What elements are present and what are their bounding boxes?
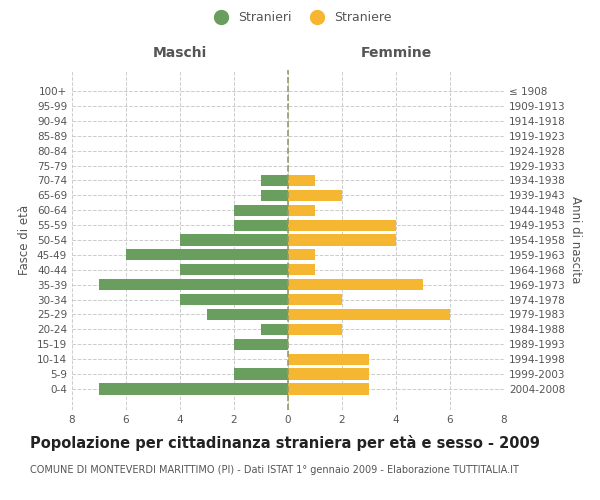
Bar bbox=[288, 368, 369, 380]
Bar bbox=[288, 190, 342, 201]
Bar bbox=[180, 294, 288, 305]
Bar bbox=[288, 234, 396, 246]
Bar bbox=[288, 264, 315, 276]
Text: COMUNE DI MONTEVERDI MARITTIMO (PI) - Dati ISTAT 1° gennaio 2009 - Elaborazione : COMUNE DI MONTEVERDI MARITTIMO (PI) - Da… bbox=[30, 465, 519, 475]
Bar bbox=[261, 324, 288, 335]
Bar bbox=[126, 250, 288, 260]
Bar bbox=[234, 220, 288, 230]
Bar bbox=[288, 354, 369, 365]
Bar bbox=[288, 279, 423, 290]
Bar bbox=[99, 384, 288, 394]
Bar bbox=[180, 234, 288, 246]
Bar bbox=[261, 175, 288, 186]
Legend: Stranieri, Straniere: Stranieri, Straniere bbox=[203, 6, 397, 29]
Bar bbox=[288, 204, 315, 216]
Text: Maschi: Maschi bbox=[153, 46, 207, 60]
Bar bbox=[234, 368, 288, 380]
Bar bbox=[288, 294, 342, 305]
Y-axis label: Anni di nascita: Anni di nascita bbox=[569, 196, 582, 284]
Text: Femmine: Femmine bbox=[361, 46, 431, 60]
Bar bbox=[234, 204, 288, 216]
Bar bbox=[180, 264, 288, 276]
Bar bbox=[288, 175, 315, 186]
Bar bbox=[288, 220, 396, 230]
Bar bbox=[288, 250, 315, 260]
Bar bbox=[288, 309, 450, 320]
Y-axis label: Fasce di età: Fasce di età bbox=[19, 205, 31, 275]
Bar bbox=[288, 384, 369, 394]
Bar bbox=[288, 324, 342, 335]
Bar bbox=[99, 279, 288, 290]
Bar bbox=[261, 190, 288, 201]
Bar bbox=[234, 338, 288, 350]
Text: Popolazione per cittadinanza straniera per età e sesso - 2009: Popolazione per cittadinanza straniera p… bbox=[30, 435, 540, 451]
Bar bbox=[207, 309, 288, 320]
